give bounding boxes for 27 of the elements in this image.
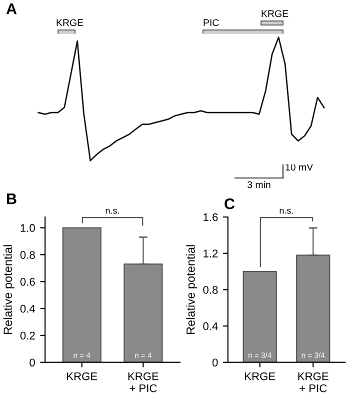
text: n.s.: [106, 208, 119, 214]
y-tick-label: 0.2: [20, 332, 35, 340]
text: n.s.: [280, 208, 293, 214]
y-tick-label: 1.6: [204, 213, 218, 222]
y-axis-title: Relative potential: [186, 245, 198, 334]
x-tick-label: KRGE + PIC: [298, 372, 328, 392]
text: KRGE: [56, 19, 84, 26]
y-tick-label: 0.8: [203, 286, 218, 294]
chart-title: C: [224, 198, 235, 210]
text: PIC: [204, 19, 219, 26]
text: KRGE: [262, 10, 288, 18]
y-tick-label: 0: [30, 358, 35, 366]
y-tick-label: 0: [212, 358, 218, 366]
text: 3 min: [247, 181, 270, 188]
y-tick-label: 0.4: [203, 322, 218, 330]
x-tick-label: KRGE: [67, 372, 98, 380]
chart-title: B: [7, 194, 16, 204]
y-tick-label: 1.0: [20, 224, 35, 232]
y-tick-label: 0.8: [20, 250, 35, 259]
y-tick-label: 1.2: [204, 250, 218, 258]
y-tick-label: 0.4: [20, 304, 36, 313]
x-tick-label: KRGE: [245, 372, 276, 380]
text: 10 mV: [286, 164, 314, 171]
y-tick-label: 0.6: [20, 278, 35, 286]
y-axis-title: Relative potential: [3, 245, 14, 334]
chart-title: A: [6, 4, 17, 14]
x-tick-label: KRGE + PIC: [128, 372, 158, 392]
